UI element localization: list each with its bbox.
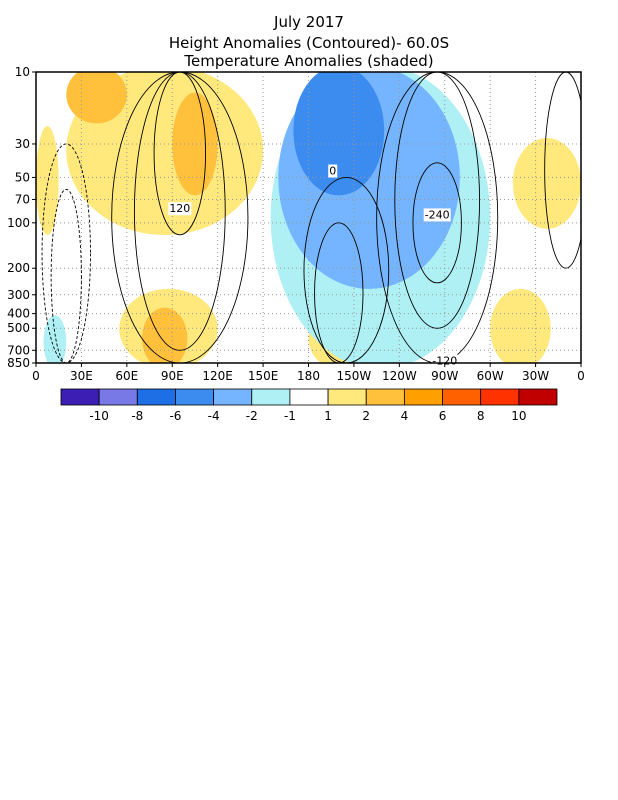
- contour-label-0: 120: [169, 202, 190, 215]
- colorbar-swatch-10: [442, 388, 482, 406]
- y-tick-label-2: 50: [15, 170, 30, 184]
- colorbar-label-9: 6: [439, 409, 447, 423]
- chart-subtitle: Height Anomalies (Contoured)- 60.0S: [169, 34, 449, 52]
- y-tick-label-10: 850: [7, 356, 30, 370]
- colorbar-label-2: -6: [169, 409, 181, 423]
- colorbar-swatch-12: [518, 388, 558, 406]
- colorbar-swatch-4: [213, 388, 253, 406]
- y-tick-label-6: 300: [7, 288, 30, 302]
- x-tick-label-10: 60W: [477, 369, 504, 383]
- colorbar-swatch-7: [327, 388, 367, 406]
- y-tick-label-8: 500: [7, 321, 30, 335]
- x-tick-label-3: 90E: [161, 369, 184, 383]
- contour-line-4: [153, 72, 206, 236]
- colorbar-label-11: 10: [511, 409, 526, 423]
- x-tick-label-12: 0: [577, 369, 585, 383]
- shade-region-12: [293, 72, 385, 196]
- colorbar-swatch-8: [365, 388, 405, 406]
- colorbar-label-3: -4: [208, 409, 220, 423]
- shade-region-8: [512, 137, 581, 229]
- y-tick-label-0: 10: [15, 65, 30, 79]
- colorbar-swatch-2: [136, 388, 176, 406]
- x-tick-label-7: 150W: [337, 369, 372, 383]
- colorbar-swatch-11: [480, 388, 520, 406]
- colorbar-swatch-9: [403, 388, 443, 406]
- x-tick-label-6: 180: [297, 369, 320, 383]
- colorbar-swatch-0: [60, 388, 100, 406]
- colorbar-label-10: 8: [477, 409, 485, 423]
- x-tick-label-0: 0: [32, 369, 40, 383]
- x-tick-label-2: 60E: [115, 369, 138, 383]
- colorbar-swatch-5: [251, 388, 291, 406]
- colorbar-swatch-6: [289, 388, 329, 406]
- y-tick-label-9: 700: [7, 343, 30, 357]
- contour-label-2: -240: [425, 208, 450, 221]
- y-tick-label-1: 30: [15, 137, 30, 151]
- shade-region-13: [43, 315, 67, 363]
- x-tick-label-1: 30E: [70, 369, 93, 383]
- contour-label-bg-3: [431, 354, 459, 368]
- contour-line-10: [544, 72, 581, 269]
- colorbar-label-4: -2: [246, 409, 258, 423]
- shade-region-3: [172, 92, 218, 196]
- x-tick-label-4: 120E: [202, 369, 233, 383]
- shade-region-9: [490, 288, 551, 363]
- contour-line-6: [314, 222, 364, 363]
- colorbar-label-8: 4: [401, 409, 409, 423]
- contour-label-bg-2: [423, 208, 451, 222]
- shade-region-2: [66, 72, 127, 124]
- contour-label-bg-1: [328, 164, 338, 178]
- x-axis: 0 30E 60E 90E 120E 150E 180 150W 120W 90W 60W 30W 0: [32, 363, 585, 383]
- x-tick-label-11: 30W: [522, 369, 549, 383]
- colorbar-label-5: -1: [284, 409, 296, 423]
- chart-subtitle-2: Temperature Anomalies (shaded): [183, 52, 433, 70]
- contour-label-bg-0: [168, 202, 192, 216]
- colorbar-swatch-1: [98, 388, 138, 406]
- contour-line-8: [394, 72, 481, 329]
- x-tick-label-5: 150E: [248, 369, 279, 383]
- chart-title: July 2017: [273, 13, 344, 31]
- colorbar: -10 -8 -6 -4 -2 -1 1 2 4 6 8 10: [60, 388, 558, 423]
- contour-line-9: [412, 162, 462, 284]
- y-tick-label-3: 70: [15, 192, 30, 206]
- contour-labels: 120 0 -240 -120: [168, 164, 459, 368]
- colorbar-label-7: 2: [362, 409, 370, 423]
- contour-line-7: [376, 72, 499, 363]
- contour-line-2: [111, 72, 249, 363]
- shade-region-0: [36, 126, 59, 236]
- x-tick-label-9: 90W: [431, 369, 458, 383]
- contour-label-1: 0: [329, 165, 336, 178]
- x-tick-label-8: 120W: [382, 369, 417, 383]
- shade-region-5: [141, 307, 188, 363]
- colorbar-label-1: -8: [131, 409, 143, 423]
- y-tick-label-5: 200: [7, 261, 30, 275]
- colorbar-swatch-3: [175, 388, 215, 406]
- contour-label-3: -120: [432, 355, 457, 368]
- colorbar-label-6: 1: [324, 409, 332, 423]
- contour-line-3: [133, 72, 226, 351]
- y-tick-label-7: 400: [7, 307, 30, 321]
- colorbar-label-0: -10: [89, 409, 109, 423]
- y-tick-label-4: 100: [7, 216, 30, 230]
